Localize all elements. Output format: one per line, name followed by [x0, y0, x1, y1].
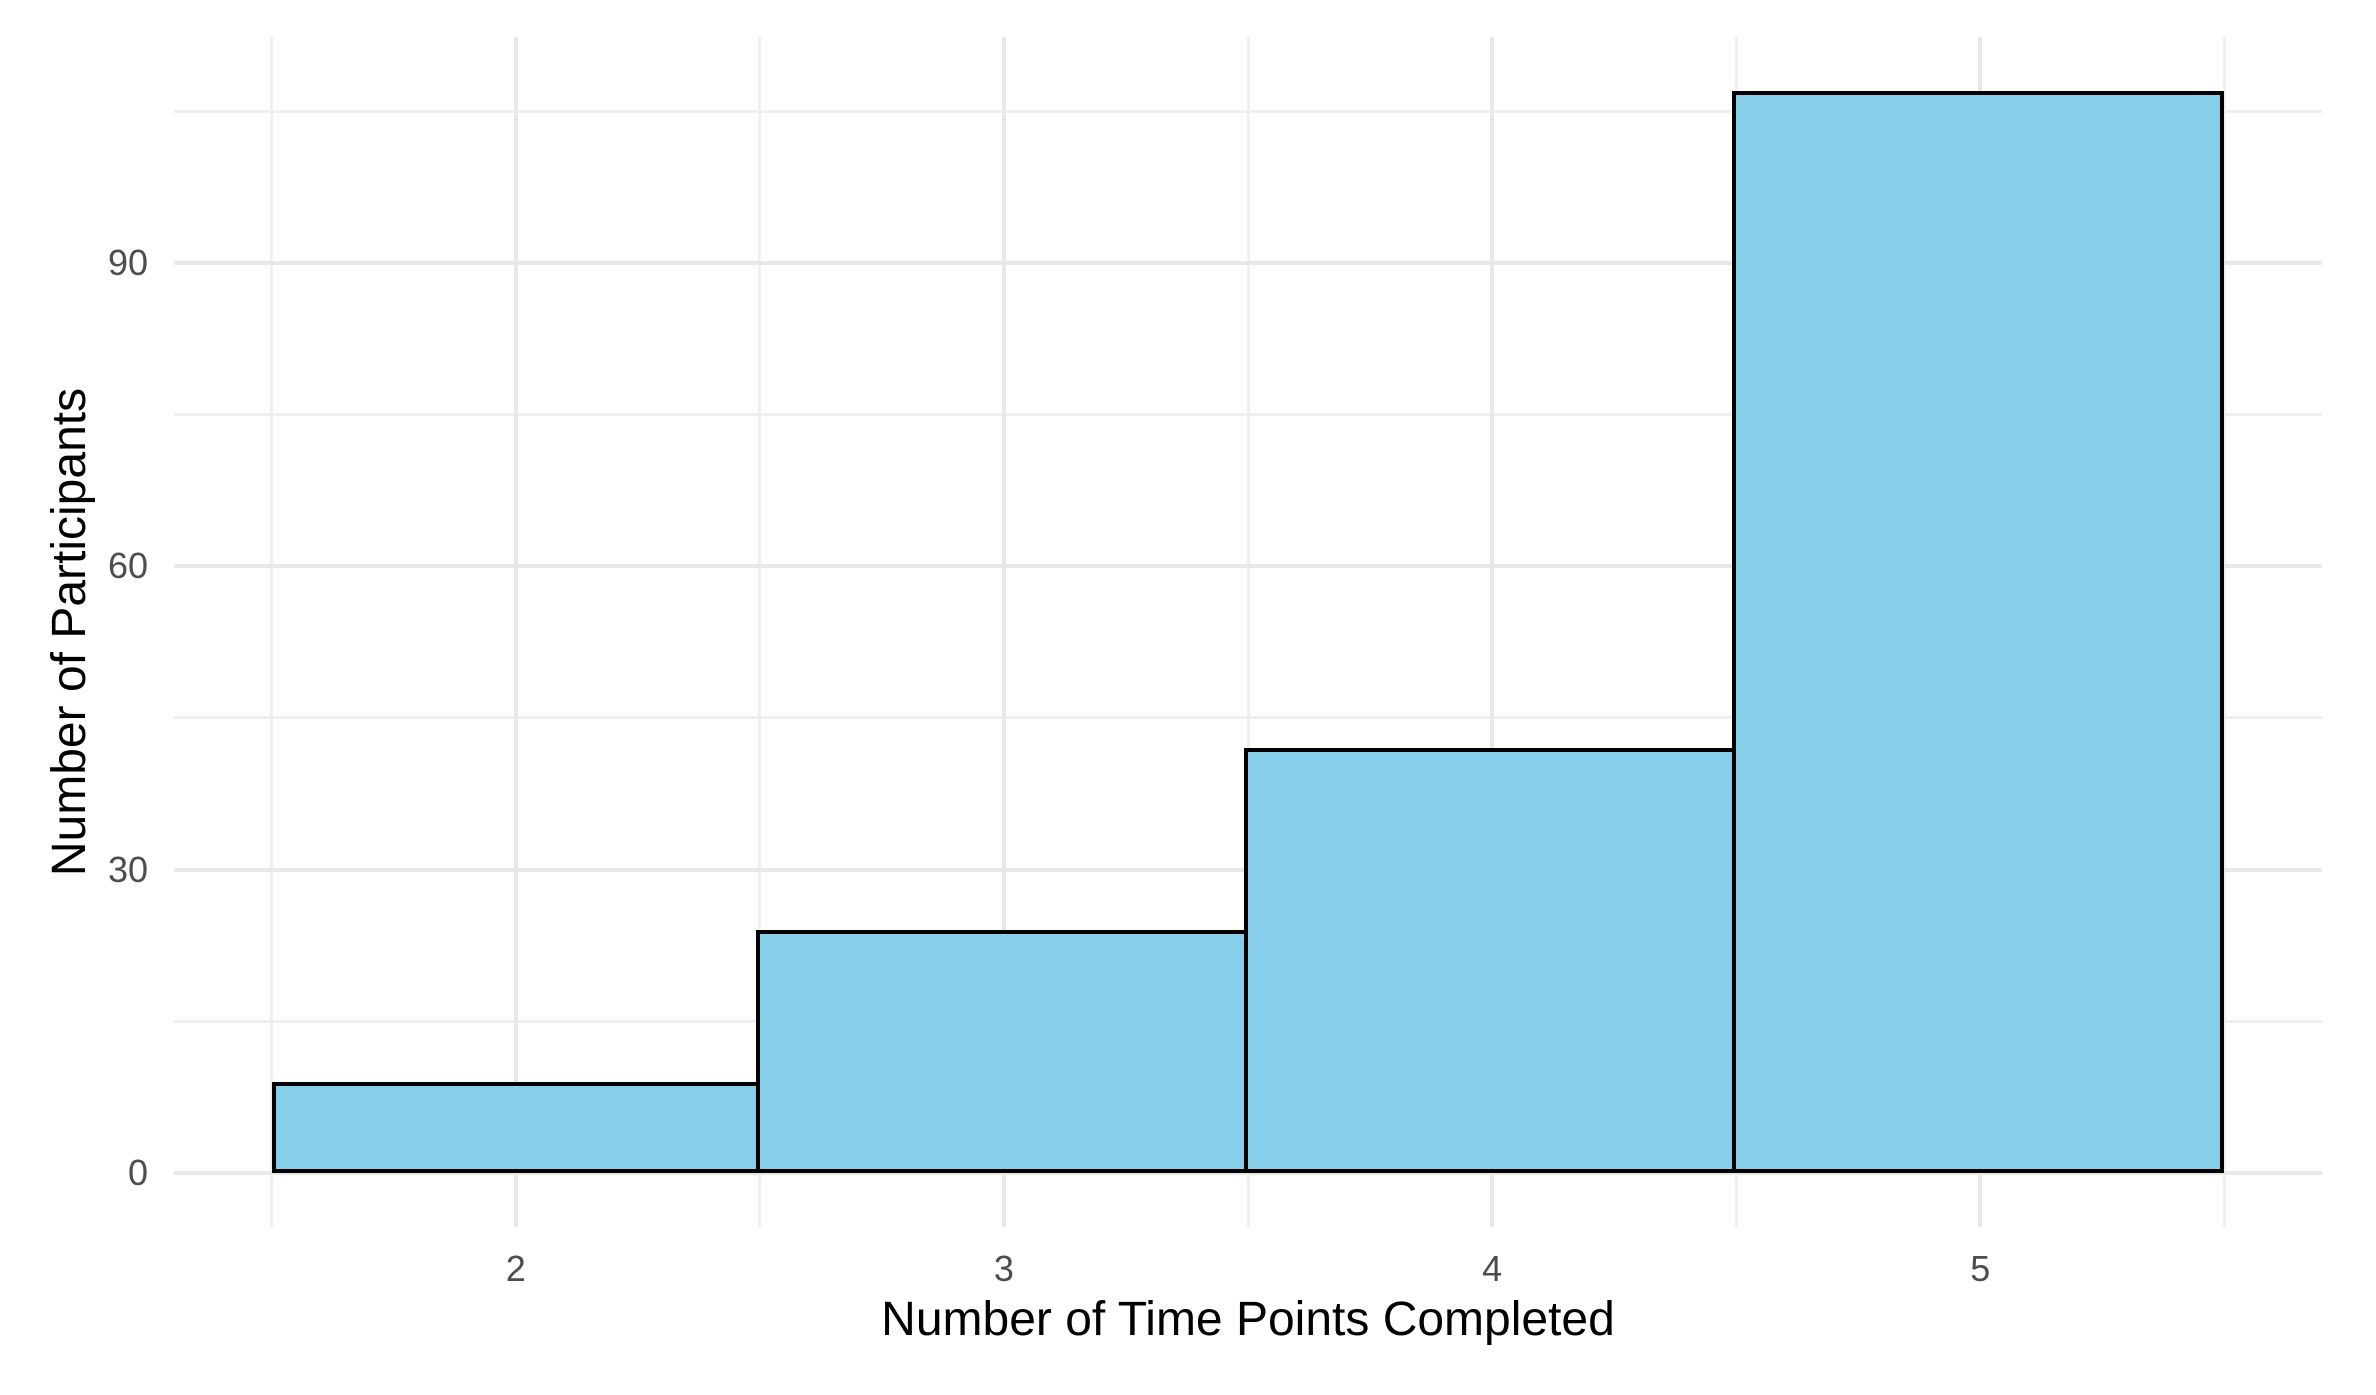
- x-minor-gridline: [758, 37, 762, 1227]
- y-major-gridline: [174, 260, 2322, 265]
- x-major-gridline: [1490, 37, 1495, 1227]
- x-major-gridline: [1001, 37, 1006, 1227]
- histogram-bar: [755, 930, 1248, 1173]
- x-minor-gridline: [1246, 37, 1250, 1227]
- x-minor-gridline: [2222, 37, 2226, 1227]
- x-axis-title: Number of Time Points Completed: [881, 1293, 1615, 1346]
- histogram-bar: [1244, 748, 1737, 1173]
- y-tick-label: 0: [127, 1151, 148, 1193]
- y-tick-label: 60: [107, 545, 148, 587]
- y-axis-title: Number of Participants: [43, 387, 96, 877]
- histogram-bar: [1732, 91, 2225, 1173]
- y-tick-label: 30: [107, 848, 148, 890]
- x-tick-label: 4: [1482, 1248, 1503, 1289]
- x-tick-label: 2: [505, 1248, 526, 1289]
- y-tick-label: 90: [107, 241, 148, 283]
- y-major-gridline: [174, 1170, 2322, 1175]
- x-tick-label: 5: [1970, 1248, 1991, 1289]
- x-tick-label: 3: [993, 1248, 1014, 1289]
- x-minor-gridline: [270, 37, 274, 1227]
- y-major-gridline: [174, 564, 2322, 569]
- histogram-bar: [271, 1081, 760, 1173]
- x-major-gridline: [513, 37, 518, 1227]
